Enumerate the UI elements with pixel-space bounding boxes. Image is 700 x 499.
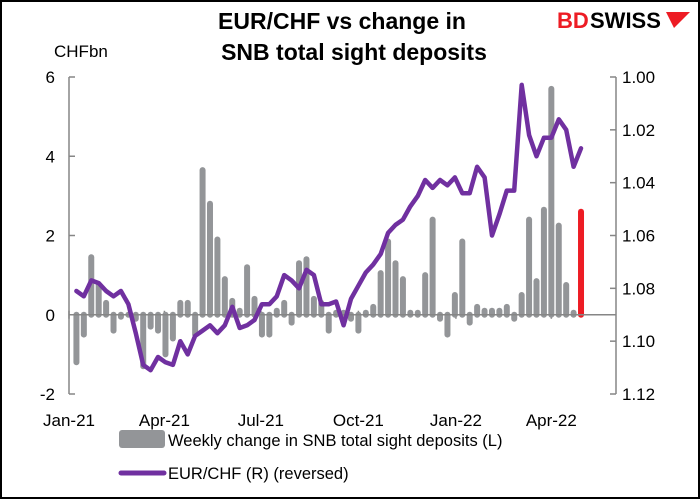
logo-text-red: BD (557, 8, 589, 33)
x-tick-label: Apr-21 (139, 411, 190, 430)
right-tick-label: 1.00 (622, 68, 655, 87)
chart-title-line-1: EUR/CHF vs change in (218, 8, 466, 34)
legend-label-line: EUR/CHF (R) (reversed) (168, 465, 349, 483)
x-tick-label: Jul-21 (238, 411, 284, 430)
right-tick-label: 1.06 (622, 227, 655, 246)
bdswiss-logo: BD SWISS (557, 8, 690, 33)
right-tick-label: 1.08 (622, 279, 655, 298)
x-tick-label: Jan-21 (43, 411, 95, 430)
left-tick-label: 4 (46, 147, 55, 166)
x-tick-label: Apr-22 (526, 411, 577, 430)
left-tick-label: 2 (46, 227, 55, 246)
right-tick-label: 1.10 (622, 332, 655, 351)
right-tick-label: 1.04 (622, 174, 655, 193)
left-axis-label: CHFbn (54, 42, 108, 61)
x-tick-label: Oct-21 (333, 411, 384, 430)
logo-text-black: SWISS (590, 8, 661, 33)
right-tick-label: 1.12 (622, 385, 655, 404)
left-tick-label: 0 (46, 306, 55, 325)
legend: Weekly change in SNB total sight deposit… (118, 430, 502, 483)
chart-title-line-2: SNB total sight deposits (221, 39, 487, 65)
right-tick-label: 1.02 (622, 121, 655, 140)
left-tick-label: 6 (46, 68, 55, 87)
left-tick-label: -2 (40, 385, 55, 404)
legend-swatch-bars (119, 430, 165, 448)
legend-label-bars: Weekly change in SNB total sight deposit… (168, 432, 502, 450)
x-tick-label: Jan-22 (430, 411, 482, 430)
logo-flag-icon (666, 12, 690, 28)
